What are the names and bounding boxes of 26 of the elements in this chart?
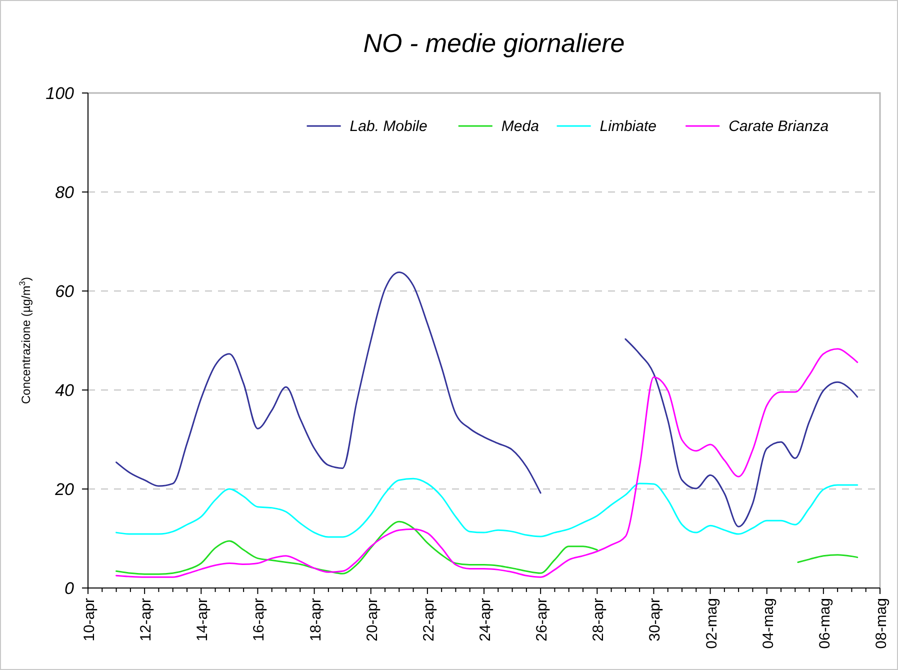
x-tick-label: 10-apr [81,598,98,642]
x-tick-label: 08-mag [873,598,890,649]
y-tick-label: 40 [55,381,75,400]
x-tick-label: 02-mag [703,598,720,649]
x-tick-label: 14-apr [194,598,212,642]
x-tick-label: 12-apr [138,598,155,642]
x-tick-label: 16-apr [250,598,268,642]
y-tick-label: 80 [55,183,75,202]
x-tick-label: 06-mag [816,598,834,649]
x-tick-label: 26-apr [534,598,551,642]
x-tick-label: 18-apr [307,598,324,642]
legend-label: Meda [501,118,539,135]
x-tick-label: 28-apr [590,598,608,642]
legend-label: Limbiate [600,118,657,135]
legend-label: Lab. Mobile [350,118,428,135]
y-tick-label: 20 [54,480,75,499]
y-tick-label: 100 [46,84,75,103]
x-tick-label: 04-mag [760,598,777,649]
x-tick-label: 20-apr [364,598,381,642]
x-tick-label: 30-apr [646,598,664,642]
legend-label: Carate Brianza [728,118,829,135]
x-tick-label: 24-apr [477,598,494,642]
y-tick-label: 60 [55,282,75,301]
chart-title: NO - medie giornaliere [363,28,625,58]
y-tick-label: 0 [64,579,75,598]
x-tick-label: 22-apr [420,598,438,642]
